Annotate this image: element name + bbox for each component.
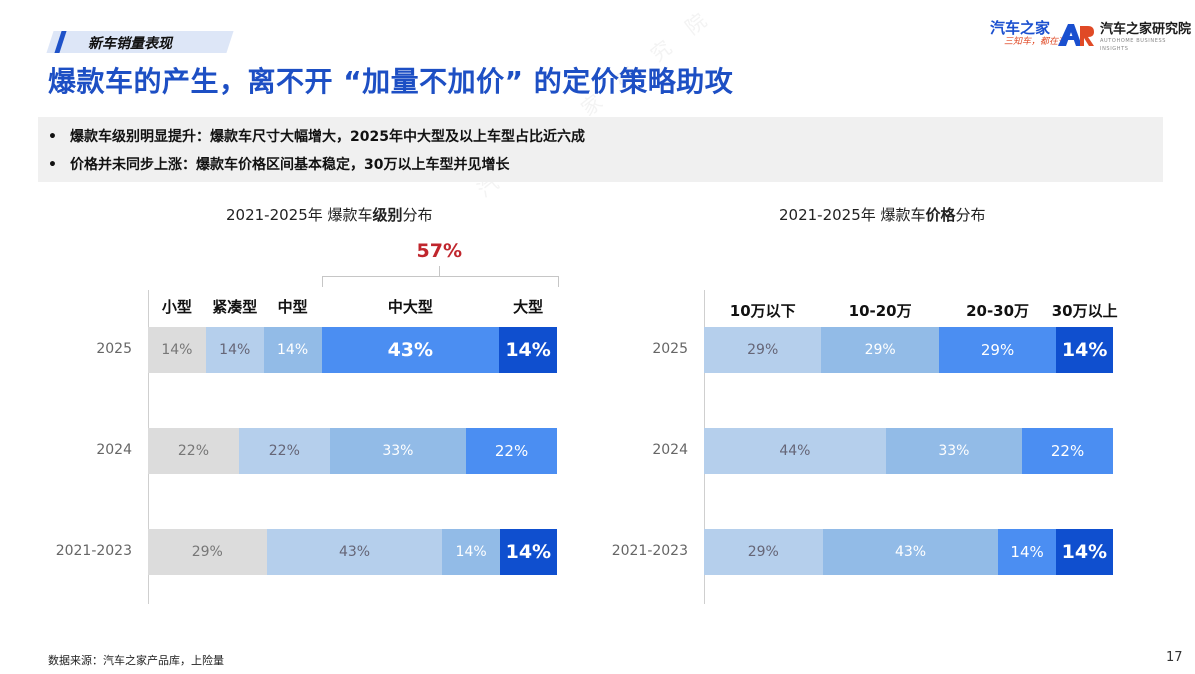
bar-segment [821, 327, 939, 373]
summary-bullet: • 价格并未同步上涨：爆款车价格区间基本稳定，30万以上车型并见增长 [48, 154, 509, 174]
summary-text: 价格并未同步上涨：爆款车价格区间基本稳定，30万以上车型并见增长 [70, 157, 510, 173]
bar-segment [266, 529, 443, 575]
legend-label: 中型 [277, 298, 308, 316]
bar-data-label: 43% [338, 544, 371, 560]
bar-segment [442, 529, 500, 575]
chart-title-prefix: 2021-2025年 爆款车 [779, 206, 926, 224]
bar-segment [704, 428, 886, 474]
summary-bullet: • 爆款车级别明显提升：爆款车尺寸大幅增大，2025年中大型及以上车型占比近六成 [48, 126, 585, 146]
bar-segment [321, 327, 500, 373]
bar-data-label: 14% [161, 342, 193, 358]
bar-data-label: 43% [894, 544, 927, 560]
bar-segment [238, 428, 330, 474]
bar-segment [1055, 529, 1113, 575]
row-label: 2024 [96, 442, 132, 458]
bar-segment [938, 327, 1057, 373]
bar-data-label: 33% [938, 443, 970, 459]
bar-segment [704, 327, 822, 373]
section-tag: 新车销量表现 [88, 36, 172, 52]
summary-text: 爆款车级别明显提升：爆款车尺寸大幅增大，2025年中大型及以上车型占比近六成 [70, 129, 585, 145]
bar-segment [148, 428, 239, 474]
bullet-dot: • [48, 157, 57, 173]
bar-segment [205, 327, 264, 373]
legend-label: 10万以下 [729, 302, 796, 320]
legend-label: 紧凑型 [212, 298, 258, 316]
research-institute-sub: AUTOHOME BUSINESS INSIGHTS [1100, 38, 1167, 52]
legend-label: 中大型 [387, 298, 433, 316]
chart-title-suffix: 分布 [402, 206, 433, 224]
bar-data-label: 14% [505, 541, 552, 563]
bar-data-label: 22% [177, 443, 209, 459]
bar-data-label: 43% [387, 339, 434, 361]
bar-data-label: 14% [1010, 543, 1044, 561]
bar-data-label: 14% [219, 342, 251, 358]
bar-data-label: 29% [191, 544, 223, 560]
bar-segment [822, 529, 999, 575]
research-institute-logo: 汽车之家研究院 AUTOHOME BUSINESS INSIGHTS [1100, 22, 1195, 53]
bar-segment [263, 327, 322, 373]
bar-segment [148, 327, 206, 373]
legend-label: 大型 [513, 298, 544, 316]
page-number: 17 [1166, 650, 1183, 665]
summary-box: • 爆款车级别明显提升：爆款车尺寸大幅增大，2025年中大型及以上车型占比近六成 … [38, 117, 1163, 182]
chart-title-suffix: 分布 [955, 206, 986, 224]
chart-title-bold: 级别 [372, 206, 403, 224]
bar-segment [466, 428, 557, 474]
chart-title-bold: 价格 [925, 206, 956, 224]
page-title: 爆款车的产生，离不开 “加量不加价” 的定价策略助攻 [48, 65, 734, 98]
bar-segment [998, 529, 1056, 575]
bullet-dot: • [48, 129, 57, 145]
bar-segment [885, 428, 1023, 474]
bar-segment [329, 428, 467, 474]
bar-data-label: 22% [1050, 442, 1085, 460]
bar-data-label: 14% [277, 342, 309, 358]
row-label: 2021-2023 [55, 543, 132, 559]
bar-data-label: 14% [1061, 541, 1108, 563]
legend-label: 20-30万 [966, 302, 1030, 320]
chart-title-prefix: 2021-2025年 爆款车 [226, 206, 373, 224]
chart-title-price: 2021-2025年 爆款车价格分布 [779, 204, 986, 225]
autohome-logo-slogan: 三知车，都在这 [1004, 37, 1068, 47]
bar-segment [704, 529, 823, 575]
bar-data-label: 33% [382, 443, 414, 459]
bar-data-label: 29% [747, 544, 779, 560]
chart-title-segment: 2021-2025年 爆款车级别分布 [226, 204, 433, 225]
annotation-bracket [321, 276, 559, 287]
bar-data-label: 44% [779, 443, 811, 459]
data-source: 数据来源：汽车之家产品库，上险量 [48, 654, 224, 667]
legend-label: 小型 [161, 298, 192, 316]
legend-label: 10-20万 [848, 302, 912, 320]
bar-data-label: 22% [494, 442, 529, 460]
bar-segment [1056, 327, 1113, 373]
annotation-bracket-tick [439, 266, 441, 276]
annotation-label: 57% [416, 240, 462, 262]
bar-data-label: 14% [1061, 339, 1108, 361]
legend-label: 30万以上 [1051, 302, 1118, 320]
row-label: 2025 [96, 341, 132, 357]
bar-data-label: 14% [455, 544, 487, 560]
research-institute-logo-icon [1058, 24, 1094, 46]
autohome-logo: 汽车之家 三知车，都在这 [990, 20, 1067, 48]
bar-segment [148, 529, 267, 575]
bar-data-label: 29% [864, 342, 896, 358]
row-label: 2025 [652, 341, 688, 357]
bar-data-label: 14% [505, 339, 551, 361]
bar-data-label: 29% [747, 342, 779, 358]
autohome-logo-text: 汽车之家 [990, 19, 1051, 37]
research-institute-name: 汽车之家研究院 [1100, 22, 1192, 37]
bar-segment [499, 327, 557, 373]
bar-segment [1022, 428, 1113, 474]
row-label: 2024 [652, 442, 688, 458]
bar-data-label: 29% [980, 341, 1015, 359]
bar-segment [499, 529, 557, 575]
row-label: 2021-2023 [611, 543, 688, 559]
bar-data-label: 22% [268, 443, 300, 459]
